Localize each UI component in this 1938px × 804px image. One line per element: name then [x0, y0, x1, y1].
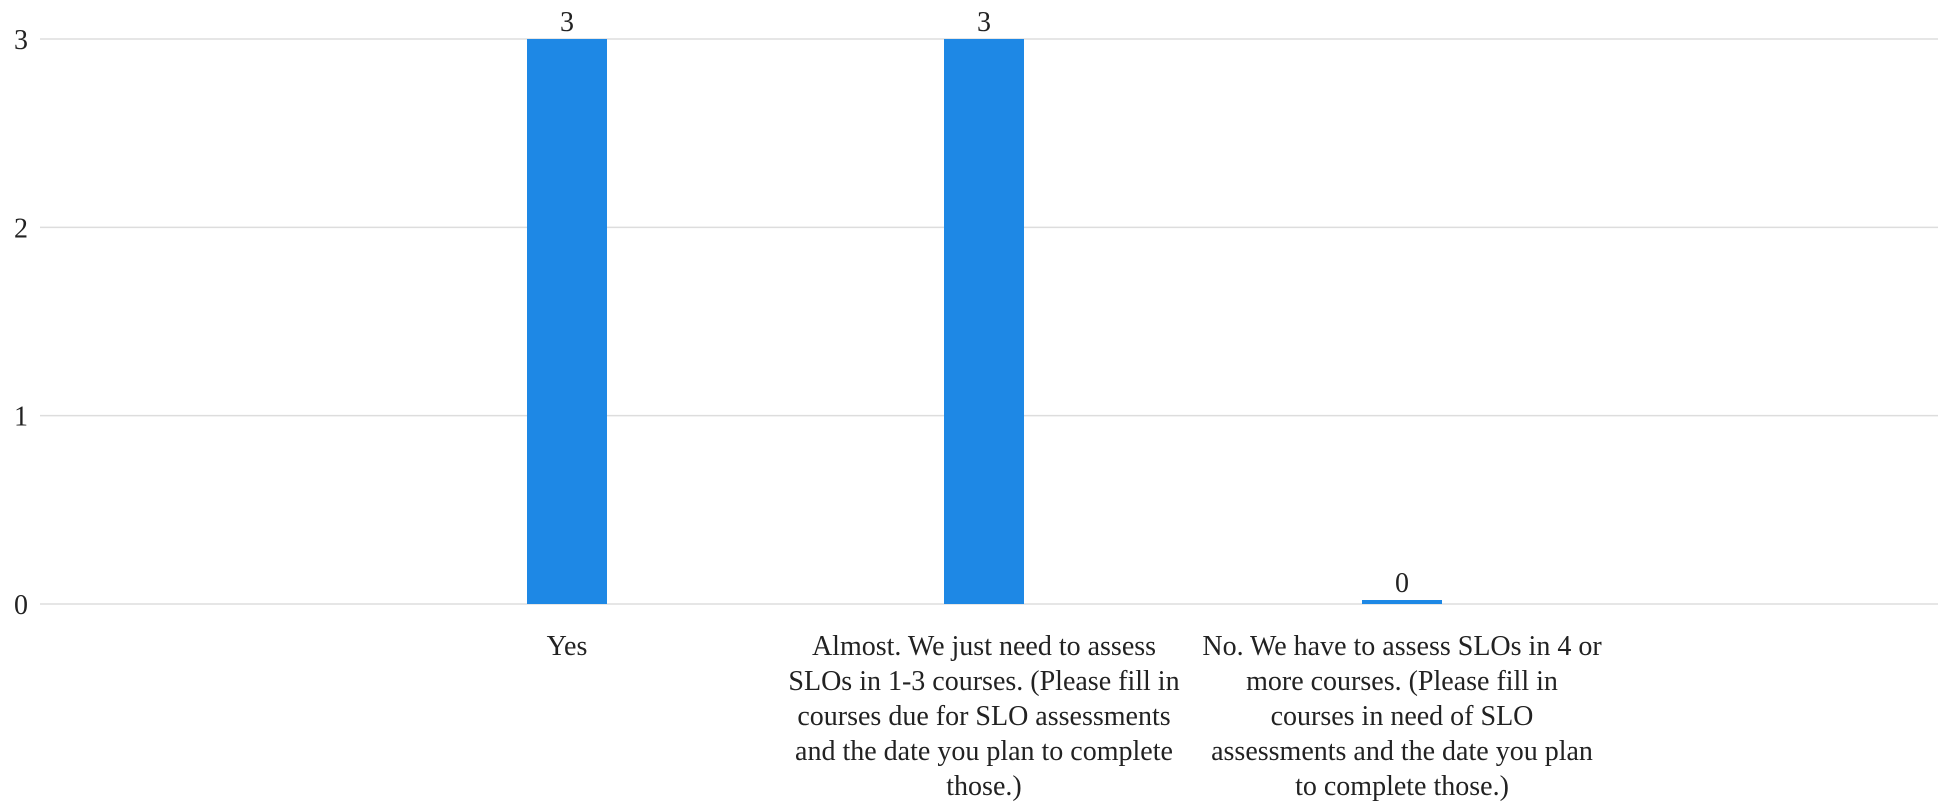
- data-labels: 3 3 0: [560, 7, 1409, 599]
- y-axis-ticks: 0 1 2 3: [14, 25, 28, 621]
- x-category-label: No. We have to assess SLOs in 4 or more …: [1202, 631, 1602, 802]
- y-tick-label: 2: [14, 213, 28, 244]
- y-tick-label: 1: [14, 402, 28, 433]
- bar: [527, 39, 607, 604]
- bars: [527, 39, 1442, 604]
- bar-value-label: 0: [1395, 568, 1409, 599]
- bar: [1362, 600, 1442, 604]
- bar: [944, 39, 1024, 604]
- x-category-label: Almost. We just need to assess SLOs in 1…: [788, 631, 1180, 802]
- bar-value-label: 3: [977, 7, 991, 38]
- y-tick-label: 0: [14, 590, 28, 621]
- bar-value-label: 3: [560, 7, 574, 38]
- y-tick-label: 3: [14, 25, 28, 56]
- x-category-label: Yes: [546, 631, 588, 662]
